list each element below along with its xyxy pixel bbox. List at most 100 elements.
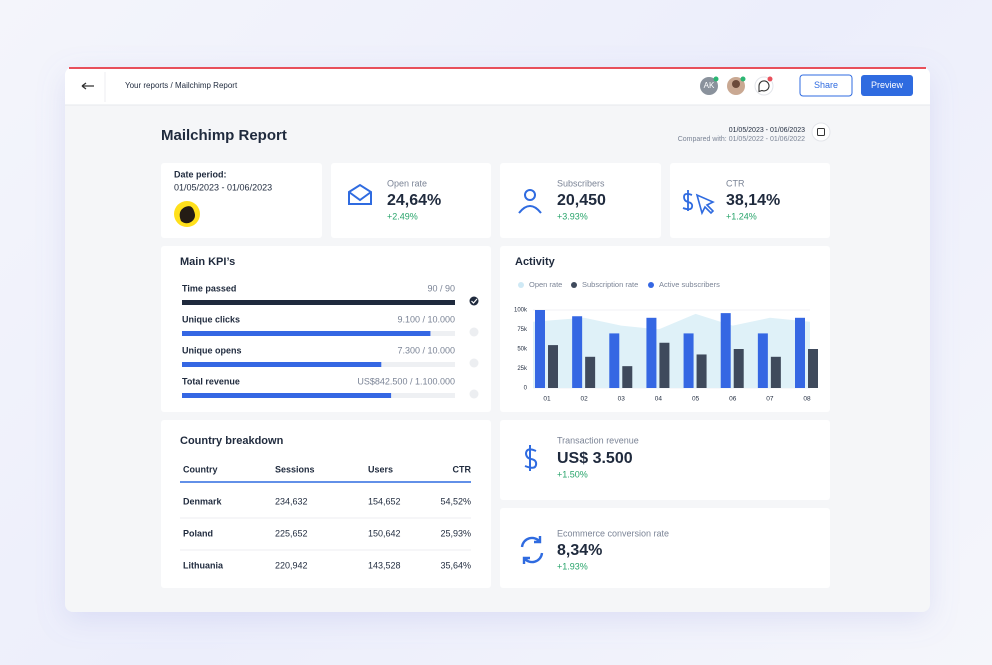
table-cell: 225,652 (275, 528, 308, 538)
bar (609, 333, 620, 388)
logo-mark (179, 206, 195, 224)
card (500, 420, 830, 500)
kpi-progress: 90 / 90 (427, 283, 455, 293)
comment-icon (758, 80, 770, 93)
y-tick-label: 0 (524, 386, 528, 392)
legend-dot (518, 282, 524, 288)
kpi-bar (182, 331, 431, 336)
notification-dot (767, 76, 773, 82)
country-title: Country breakdown (180, 435, 284, 447)
kpi-name: Time passed (182, 283, 236, 293)
legend-dot (648, 282, 654, 288)
transaction-label: Transaction revenue (557, 435, 639, 445)
table-cell: 35,64% (440, 560, 471, 570)
conversion-label: Ecommerce conversion rate (557, 528, 669, 538)
transaction-value: US$ 3.500 (557, 450, 633, 467)
status-dot (713, 76, 719, 82)
back-arrow[interactable] (81, 82, 94, 90)
preview-button[interactable] (861, 75, 913, 96)
kpi-bar (182, 300, 455, 305)
stat-label: Subscribers (557, 178, 605, 188)
table-cell: 220,942 (275, 560, 308, 570)
kpi-name: Unique clicks (182, 314, 240, 324)
legend-label: Subscription rate (582, 280, 638, 289)
calendar-icon (817, 128, 825, 136)
kpi-title: Main KPI’s (180, 256, 235, 268)
date-label: Date period: (174, 169, 227, 179)
table-cell: Lithuania (183, 560, 224, 570)
kpi-bar (182, 362, 382, 367)
bar (696, 354, 707, 388)
avatar[interactable] (700, 77, 718, 95)
bar (757, 333, 768, 388)
bar (622, 366, 633, 388)
table-cell: Poland (183, 528, 213, 538)
stat-value: 20,450 (557, 192, 606, 209)
x-tick-label: 02 (581, 396, 589, 403)
conversion-value: 8,34% (557, 542, 602, 559)
table-cell: 150,642 (368, 528, 401, 538)
report-title: Mailchimp Report (161, 127, 287, 144)
kpi-progress: 7.300 / 10.000 (397, 345, 455, 355)
kpi-bar (182, 393, 392, 398)
column-header: Country (183, 464, 218, 474)
legend-label: Open rate (529, 280, 562, 289)
bar (548, 345, 558, 388)
user-body (518, 205, 542, 214)
compare-range: Compared with: 01/05/2022 - 01/06/2022 (678, 136, 805, 143)
dollar-icon (682, 190, 694, 211)
bar (646, 317, 657, 388)
bar (535, 310, 545, 388)
bar (720, 313, 731, 388)
activity-title: Activity (515, 256, 556, 268)
stat-change: +2.49% (387, 211, 418, 221)
mail-icon (348, 183, 372, 205)
x-tick-label: 05 (692, 396, 700, 403)
legend-dot (571, 282, 577, 288)
breadcrumb[interactable]: Your reports / Mailchimp Report (125, 81, 238, 90)
kpi-name: Total revenue (182, 376, 240, 386)
card (670, 163, 830, 238)
check (471, 298, 478, 304)
x-tick-label: 01 (543, 396, 551, 403)
share-button[interactable] (799, 74, 853, 97)
y-tick-label: 50k (517, 347, 528, 353)
stat-label: Open rate (387, 178, 427, 188)
card (161, 246, 491, 412)
kpi-status (469, 389, 479, 399)
stat-value: 24,64% (387, 192, 441, 209)
table-cell: 54,52% (440, 496, 471, 506)
kpi-name: Unique opens (182, 345, 242, 355)
column-header: Sessions (275, 464, 315, 474)
table-cell: 143,528 (368, 560, 401, 570)
card (500, 508, 830, 588)
bar (808, 349, 818, 388)
y-tick-label: 100k (514, 308, 528, 314)
cursor-icon (695, 193, 715, 216)
date-value: 01/05/2023 - 01/06/2023 (174, 182, 272, 192)
calendar-button[interactable] (811, 122, 831, 142)
avatar-face (732, 80, 740, 88)
bar (683, 333, 694, 388)
refresh-icon (520, 536, 544, 564)
kpi-progress: 9.100 / 10.000 (397, 314, 455, 324)
x-tick-label: 08 (803, 396, 811, 403)
table-cell: 154,652 (368, 496, 401, 506)
column-header: Users (368, 464, 393, 474)
legend-label: Active subscribers (659, 280, 720, 289)
dollar-icon (524, 445, 538, 471)
preview-label: Preview (871, 80, 904, 90)
column-header: CTR (453, 464, 472, 474)
x-tick-label: 04 (655, 396, 663, 403)
avatar-initials: AK (704, 81, 715, 90)
bar (795, 317, 805, 388)
y-tick-label: 25k (517, 366, 528, 372)
stat-value: 38,14% (726, 192, 780, 209)
card (500, 163, 661, 238)
share-label: Share (814, 80, 838, 90)
card (161, 163, 322, 238)
kpi-status (469, 327, 479, 337)
kpi-status (469, 358, 479, 368)
